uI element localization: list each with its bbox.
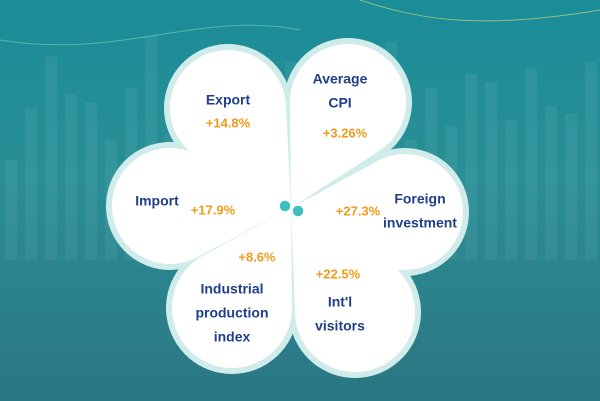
petal-value: +3.26% <box>323 125 368 140</box>
deco-bar <box>5 160 17 260</box>
deco-bar <box>485 82 497 260</box>
petal-label: investment <box>383 215 457 231</box>
deco-bar <box>525 68 537 260</box>
center-dot <box>278 199 292 213</box>
deco-curve <box>0 24 301 46</box>
petal-label: Foreign <box>394 191 445 207</box>
petal-label: Export <box>206 92 251 108</box>
petal <box>291 208 415 372</box>
petal-label: Int'l <box>328 294 352 310</box>
petal-value: +17.9% <box>191 202 236 217</box>
deco-bar <box>45 56 57 260</box>
deco-bar <box>65 94 77 260</box>
petals: Export +14.8% Average CPI +3.26% Foreign inves… <box>106 38 469 379</box>
deco-bar <box>85 102 97 260</box>
center-dot <box>291 204 305 218</box>
petal-label: production <box>195 305 268 321</box>
petal-value: +27.3% <box>336 203 381 218</box>
petal <box>172 208 292 368</box>
petal <box>112 147 291 264</box>
petal <box>169 49 291 209</box>
deco-bar <box>505 120 517 260</box>
petal-label: Average <box>313 71 368 87</box>
deco-bar <box>585 62 597 260</box>
petal <box>289 43 406 209</box>
petal-value: +22.5% <box>316 266 361 281</box>
petal-label: Industrial <box>200 281 263 297</box>
petal-label: visitors <box>315 318 365 334</box>
deco-bar <box>25 108 37 260</box>
petal-label: Import <box>135 193 179 209</box>
petal-value: +8.6% <box>238 249 276 264</box>
deco-bar <box>565 114 577 260</box>
petal <box>291 154 463 270</box>
petal-value: +14.8% <box>206 115 251 130</box>
deco-bar <box>465 74 477 260</box>
petal-label: CPI <box>328 95 351 111</box>
deco-curve <box>359 0 600 22</box>
deco-bar <box>545 106 557 260</box>
petal-label: index <box>214 329 251 345</box>
